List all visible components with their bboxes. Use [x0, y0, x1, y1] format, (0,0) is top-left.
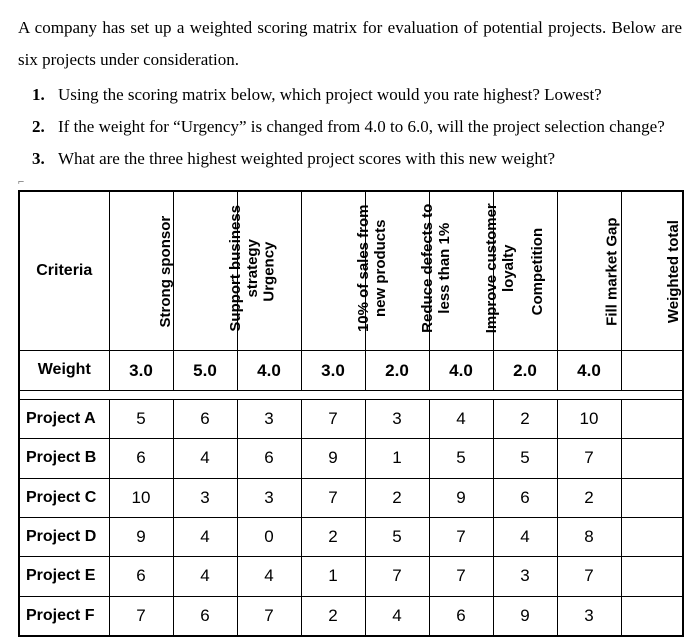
score-cell: 2	[301, 596, 365, 636]
weight-row: Weight 3.0 5.0 4.0 3.0 2.0 4.0 2.0 4.0	[19, 351, 683, 390]
total-cell	[621, 518, 683, 557]
score-cell: 0	[237, 518, 301, 557]
score-cell: 9	[429, 478, 493, 517]
score-cell: 3	[173, 478, 237, 517]
score-cell: 4	[493, 518, 557, 557]
score-cell: 6	[109, 439, 173, 478]
criteria-header: Fill market Gap	[557, 191, 621, 351]
score-cell: 2	[493, 399, 557, 438]
score-cell: 5	[365, 518, 429, 557]
score-cell: 4	[429, 399, 493, 438]
criteria-header: Improve customer loyalty	[429, 191, 493, 351]
scoring-matrix-table: Criteria Strong sponsor Support business…	[18, 190, 684, 637]
score-cell: 6	[237, 439, 301, 478]
spacer-row	[19, 390, 683, 399]
score-cell: 7	[109, 596, 173, 636]
score-cell: 7	[429, 557, 493, 596]
score-cell: 2	[301, 518, 365, 557]
score-cell: 10	[109, 478, 173, 517]
score-cell: 6	[109, 557, 173, 596]
weight-cell: 2.0	[493, 351, 557, 390]
score-cell: 9	[301, 439, 365, 478]
total-cell	[621, 596, 683, 636]
question-3: What are the three highest weighted proj…	[58, 143, 682, 175]
score-cell: 7	[237, 596, 301, 636]
weight-cell: 2.0	[365, 351, 429, 390]
criteria-header: Competition	[493, 191, 557, 351]
score-cell: 2	[557, 478, 621, 517]
cursor-marker: ⌐	[18, 177, 682, 188]
score-cell: 7	[301, 478, 365, 517]
score-cell: 9	[493, 596, 557, 636]
score-cell: 2	[365, 478, 429, 517]
weight-cell: 4.0	[429, 351, 493, 390]
score-cell: 9	[109, 518, 173, 557]
table-row: Project D 9 4 0 2 5 7 4 8	[19, 518, 683, 557]
score-cell: 4	[173, 439, 237, 478]
project-name: Project A	[19, 399, 109, 438]
score-cell: 1	[365, 439, 429, 478]
question-1: Using the scoring matrix below, which pr…	[58, 79, 682, 111]
question-2: If the weight for “Urgency” is changed f…	[58, 111, 682, 143]
table-row: Project F 7 6 7 2 4 6 9 3	[19, 596, 683, 636]
weight-cell: 5.0	[173, 351, 237, 390]
table-row: Project E 6 4 4 1 7 7 3 7	[19, 557, 683, 596]
score-cell: 10	[557, 399, 621, 438]
total-cell	[621, 439, 683, 478]
score-cell: 6	[173, 596, 237, 636]
criteria-header: 10% of sales from new products	[301, 191, 365, 351]
criteria-header: Urgency	[237, 191, 301, 351]
score-cell: 3	[493, 557, 557, 596]
score-cell: 7	[557, 557, 621, 596]
criteria-header: Reduce defects to less than 1%	[365, 191, 429, 351]
total-header: Weighted total	[621, 191, 683, 351]
score-cell: 3	[237, 478, 301, 517]
score-cell: 7	[365, 557, 429, 596]
weight-cell: 3.0	[301, 351, 365, 390]
table-row: Project B 6 4 6 9 1 5 5 7	[19, 439, 683, 478]
criteria-header: Strong sponsor	[109, 191, 173, 351]
score-cell: 4	[173, 518, 237, 557]
project-name: Project D	[19, 518, 109, 557]
score-cell: 5	[493, 439, 557, 478]
score-cell: 6	[173, 399, 237, 438]
weight-cell: 4.0	[237, 351, 301, 390]
score-cell: 1	[301, 557, 365, 596]
corner-cell: Criteria	[19, 191, 109, 351]
weight-cell: 3.0	[109, 351, 173, 390]
weight-total-cell	[621, 351, 683, 390]
total-cell	[621, 557, 683, 596]
question-list: Using the scoring matrix below, which pr…	[18, 79, 682, 176]
table-row: Project A 5 6 3 7 3 4 2 10	[19, 399, 683, 438]
weight-label: Weight	[19, 351, 109, 390]
project-name: Project B	[19, 439, 109, 478]
criteria-header: Support business strategy	[173, 191, 237, 351]
intro-text: A company has set up a weighted scoring …	[18, 12, 682, 77]
score-cell: 8	[557, 518, 621, 557]
score-cell: 3	[557, 596, 621, 636]
project-name: Project E	[19, 557, 109, 596]
score-cell: 5	[429, 439, 493, 478]
score-cell: 4	[237, 557, 301, 596]
table-row: Project C 10 3 3 7 2 9 6 2	[19, 478, 683, 517]
score-cell: 7	[301, 399, 365, 438]
score-cell: 7	[429, 518, 493, 557]
score-cell: 4	[173, 557, 237, 596]
score-cell: 6	[493, 478, 557, 517]
project-name: Project C	[19, 478, 109, 517]
weight-cell: 4.0	[557, 351, 621, 390]
project-name: Project F	[19, 596, 109, 636]
score-cell: 6	[429, 596, 493, 636]
score-cell: 5	[109, 399, 173, 438]
criteria-header-row: Criteria Strong sponsor Support business…	[19, 191, 683, 351]
score-cell: 3	[237, 399, 301, 438]
total-cell	[621, 399, 683, 438]
total-cell	[621, 478, 683, 517]
score-cell: 7	[557, 439, 621, 478]
score-cell: 3	[365, 399, 429, 438]
score-cell: 4	[365, 596, 429, 636]
